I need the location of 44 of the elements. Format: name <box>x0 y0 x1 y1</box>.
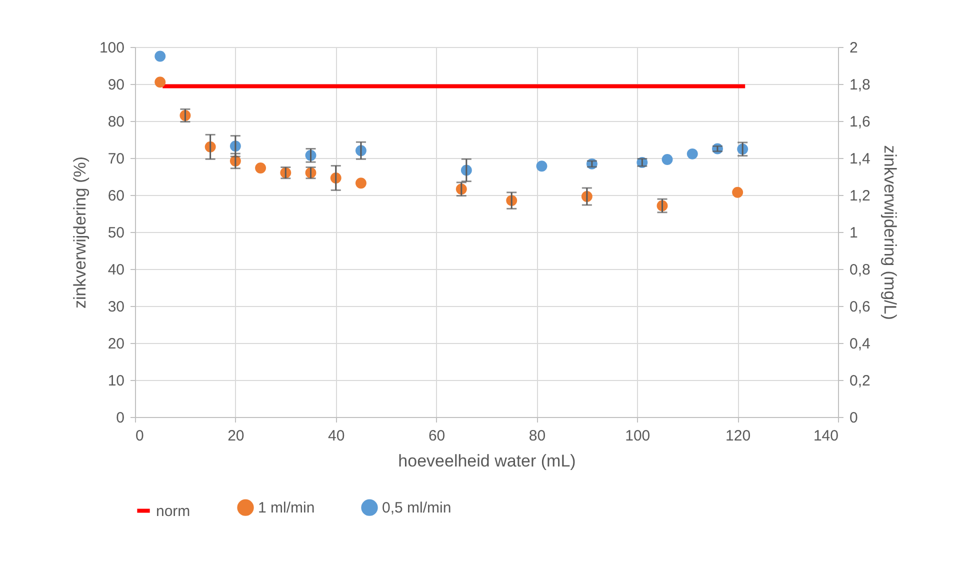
y-tick-label: 30 <box>108 298 124 316</box>
y-tick-label: 60 <box>108 188 124 204</box>
x-axis-title: hoeveelheid water (mL) <box>398 452 576 470</box>
y2-tick-label: 0 <box>850 410 858 426</box>
y-tick-label: 50 <box>108 224 124 242</box>
y-tick-label: 90 <box>108 76 124 94</box>
y2-tick-label: 1,2 <box>850 188 870 204</box>
legend-label: 0,5 ml/min <box>382 500 452 517</box>
y-tick-label: 100 <box>99 40 124 56</box>
point <box>536 160 548 172</box>
y-axis-title: zinkverwijdering (%) <box>70 156 90 309</box>
y2-axis-title: zinkverwijdering (mg/L) <box>880 145 900 320</box>
point <box>686 148 698 160</box>
y2-tick-label: 1 <box>850 224 858 242</box>
x-tick-label: 100 <box>625 428 650 444</box>
legend-label: 1 ml/min <box>258 500 315 517</box>
point <box>255 162 266 174</box>
y2-tick-label: 2 <box>850 40 858 56</box>
y-tick-label: 70 <box>108 150 124 168</box>
point <box>355 178 366 189</box>
y2-tick-label: 1,4 <box>850 150 870 168</box>
y2-tick-label: 1,6 <box>850 114 870 130</box>
point <box>662 154 673 165</box>
y-tick-label: 10 <box>108 372 124 390</box>
legend-label: norm <box>156 502 190 520</box>
x-tick-label: 0 <box>136 428 144 444</box>
y-tick-label: 80 <box>108 114 124 130</box>
x-tick-label: 60 <box>428 428 446 444</box>
point <box>154 50 166 62</box>
y-tick-label: 20 <box>108 336 124 352</box>
y-tick-label: 40 <box>108 262 124 278</box>
y2-tick-label: 1,8 <box>850 76 870 94</box>
point <box>732 186 744 198</box>
y2-tick-label: 0,2 <box>850 372 870 390</box>
x-tick-label: 40 <box>328 428 345 444</box>
x-tick-label: 120 <box>726 428 751 444</box>
y2-tick-label: 0,4 <box>850 336 870 352</box>
y-tick-label: 0 <box>116 410 124 426</box>
x-tick-label: 20 <box>228 428 244 444</box>
x-tick-label: 140 <box>813 428 838 444</box>
y2-tick-label: 0,8 <box>850 262 870 278</box>
y2-tick-label: 0,6 <box>850 298 870 316</box>
point <box>154 76 166 88</box>
x-tick-label: 80 <box>528 428 546 444</box>
